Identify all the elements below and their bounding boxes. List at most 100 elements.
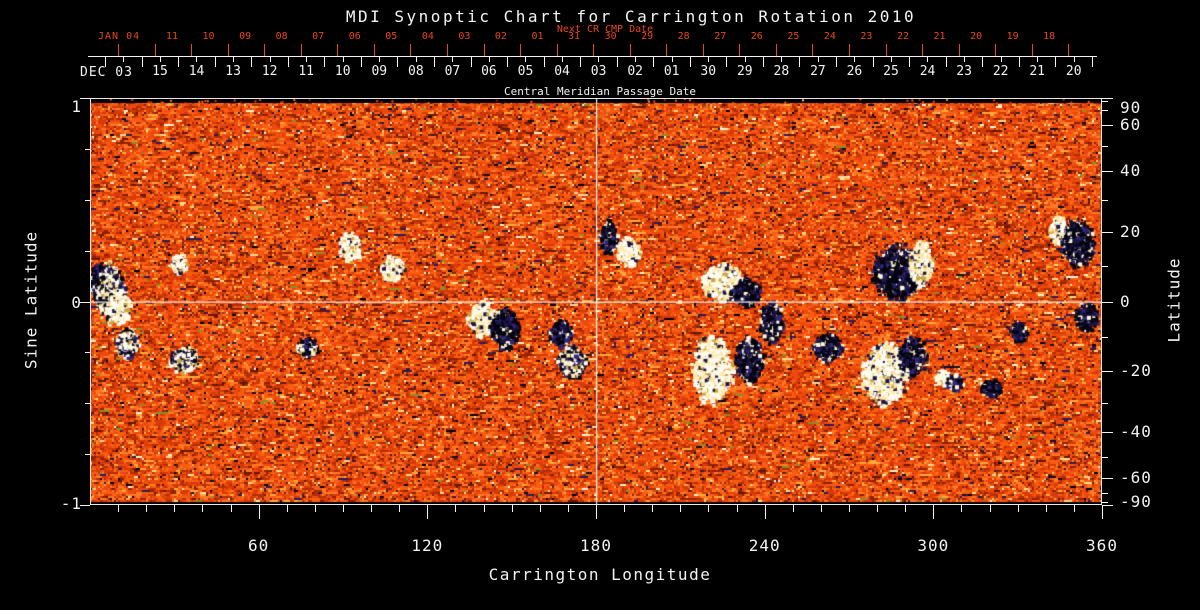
left-axis-minor-tick bbox=[85, 148, 90, 150]
top-axis-red-tick bbox=[191, 44, 193, 56]
top-axis-day-label: 12 bbox=[261, 64, 278, 79]
bottom-axis-tick bbox=[877, 505, 879, 512]
top-axis-tick bbox=[178, 56, 180, 67]
top-axis-day-label: 07 bbox=[444, 64, 461, 79]
top-axis-day-label: 30 bbox=[700, 64, 717, 79]
top-axis-red-day-label: 22 bbox=[896, 31, 910, 42]
top-axis-red-tick bbox=[227, 44, 229, 56]
top-axis-minor-tick bbox=[598, 56, 600, 62]
top-axis-tick bbox=[762, 56, 764, 67]
top-axis-day-label: 29 bbox=[736, 64, 753, 79]
top-axis-red-tick bbox=[520, 44, 522, 56]
top-axis-minor-tick bbox=[927, 56, 929, 62]
bottom-axis-tick bbox=[680, 505, 682, 512]
bottom-axis-tick bbox=[399, 505, 401, 512]
bottom-axis-tick bbox=[258, 505, 260, 519]
top-axis-tick bbox=[799, 56, 801, 67]
top-axis-minor-tick bbox=[232, 56, 234, 62]
top-axis-minor-tick bbox=[890, 56, 892, 62]
top-axis-tick bbox=[433, 56, 435, 67]
top-axis-red-day-label: 25 bbox=[787, 31, 800, 42]
top-axis-red-day-label: 10 bbox=[202, 31, 215, 42]
right-axis-tick bbox=[1102, 145, 1108, 147]
right-axis-tick bbox=[1102, 110, 1108, 112]
right-axis-tick bbox=[1102, 98, 1113, 99]
top-axis-day-label: 27 bbox=[810, 64, 826, 79]
top-axis-day-label: 10 bbox=[334, 64, 351, 79]
top-axis-day-label: 23 bbox=[956, 64, 972, 79]
top-axis-red-tick bbox=[702, 44, 704, 56]
top-axis-line bbox=[88, 56, 1097, 57]
top-axis-minor-tick bbox=[342, 56, 344, 62]
top-axis-day-label: 28 bbox=[773, 64, 790, 79]
bottom-axis-tick bbox=[202, 505, 204, 512]
bottom-axis-tick bbox=[1017, 505, 1019, 512]
right-axis-tick bbox=[1102, 266, 1108, 268]
top-axis-minor-tick bbox=[159, 56, 161, 62]
right-axis-tick-label: 40 bbox=[1120, 160, 1142, 180]
right-axis-tick-label: -60 bbox=[1120, 467, 1152, 487]
left-axis-major-tick bbox=[80, 505, 90, 506]
bottom-axis-tick bbox=[483, 505, 485, 512]
top-axis-red-day-label: 03 bbox=[458, 31, 471, 42]
top-axis-red-tick bbox=[1031, 44, 1033, 56]
top-axis-red-tick bbox=[593, 44, 595, 56]
top-axis-red-day-label: 21 bbox=[933, 31, 946, 42]
top-axis-minor-tick bbox=[1037, 56, 1039, 62]
bottom-axis-tick bbox=[146, 505, 148, 512]
right-axis-tick bbox=[1102, 336, 1108, 338]
left-axis-major-tick bbox=[80, 301, 90, 303]
top-axis-red-tick bbox=[483, 44, 485, 56]
left-axis-minor-tick bbox=[85, 454, 90, 456]
top-axis-tick bbox=[141, 56, 143, 67]
top-axis-red-tick bbox=[264, 44, 266, 56]
top-axis-red-tick bbox=[410, 44, 412, 56]
top-axis-red-day-label: 20 bbox=[970, 31, 983, 42]
bottom-axis-tick bbox=[989, 505, 991, 512]
top-axis-red-tick bbox=[849, 44, 850, 56]
bottom-axis-tick-label: 120 bbox=[411, 536, 444, 555]
top-axis-minor-tick bbox=[525, 56, 527, 62]
top-axis-tick bbox=[1055, 56, 1057, 67]
top-axis-red-day-label: 08 bbox=[275, 31, 288, 42]
bottom-axis-tick bbox=[118, 505, 120, 512]
left-axis-tick-label: 0 bbox=[71, 292, 82, 312]
top-axis-minor-tick bbox=[123, 56, 125, 62]
top-axis-tick bbox=[360, 56, 362, 67]
bottom-axis-tick bbox=[1102, 505, 1103, 519]
top-axis-red-day-label: 28 bbox=[677, 31, 690, 42]
bottom-axis-tick bbox=[961, 505, 963, 512]
top-axis-red-tick bbox=[812, 44, 814, 56]
top-axis-red-tick bbox=[1068, 44, 1070, 56]
top-axis-day-label: 15 bbox=[152, 64, 168, 79]
top-axis-minor-tick bbox=[196, 56, 198, 62]
top-axis-red-day-label: 23 bbox=[860, 31, 873, 42]
bottom-axis-tick bbox=[708, 505, 710, 512]
top-axis-tick bbox=[872, 56, 874, 67]
top-axis-minor-tick bbox=[1073, 56, 1075, 62]
top-axis-minor-tick bbox=[744, 56, 746, 62]
top-axis-tick bbox=[397, 56, 399, 67]
top-axis-tick bbox=[105, 56, 106, 67]
top-axis-tick bbox=[1091, 56, 1093, 67]
bottom-axis-tick bbox=[371, 505, 373, 512]
top-axis-day-label: 09 bbox=[371, 64, 388, 79]
top-axis-tick bbox=[616, 56, 618, 67]
top-axis-day-label: 04 bbox=[554, 64, 570, 79]
top-axis-tick bbox=[909, 56, 911, 67]
bottom-axis-tick bbox=[343, 505, 344, 512]
top-axis-red-day-label: 26 bbox=[750, 31, 763, 42]
top-axis-red-tick bbox=[337, 44, 339, 56]
top-axis-minor-tick bbox=[452, 56, 454, 62]
top-axis-tick bbox=[324, 56, 326, 67]
bottom-axis-tick bbox=[174, 505, 176, 512]
top-axis-tick bbox=[214, 56, 216, 67]
top-axis-red-day-label: 30 bbox=[604, 31, 617, 42]
top-axis-red-tick bbox=[154, 44, 156, 56]
top-axis-day-label: 06 bbox=[481, 64, 497, 79]
top-axis-day-label: 01 bbox=[663, 64, 680, 79]
top-axis-tick bbox=[836, 56, 837, 67]
top-axis-red-tick bbox=[118, 44, 119, 56]
bottom-axis-title: Carrington Longitude bbox=[488, 565, 712, 584]
top-axis-red-tick bbox=[666, 44, 668, 56]
